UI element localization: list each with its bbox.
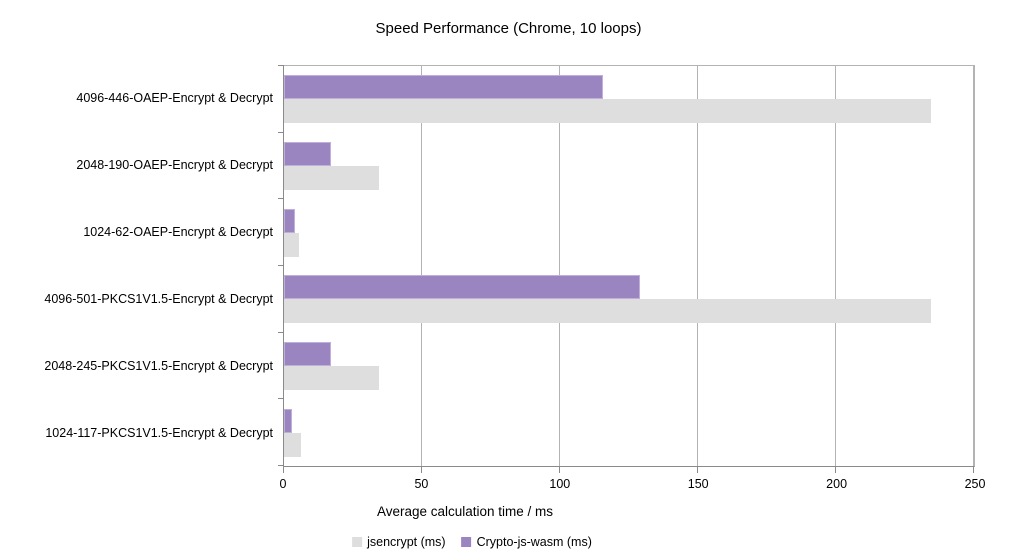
bar-group	[284, 199, 974, 266]
bar-crypto-js-wasm-ms	[284, 142, 331, 166]
x-axis-tick-labels: 0 50 100 150 200 250	[279, 477, 986, 493]
y-axis-label: 4096-501-PKCS1V1.5-Encrypt & Decrypt	[44, 292, 273, 307]
bar-jsencrypt-ms	[284, 99, 932, 124]
y-axis-label: 1024-62-OAEP-Encrypt & Decrypt	[83, 225, 273, 240]
legend-item: Crypto-js-wasm (ms)	[461, 535, 592, 549]
y-axis-label: 1024-117-PKCS1V1.5-Encrypt & Decrypt	[45, 426, 273, 441]
x-axis-tick-label: 150	[687, 477, 709, 491]
bar-crypto-js-wasm-ms	[284, 408, 293, 433]
x-axis-tick-label: 250	[964, 477, 986, 491]
y-axis-label: 4096-446-OAEP-Encrypt & Decrypt	[76, 91, 273, 106]
y-axis-tick	[278, 198, 284, 200]
x-axis-tick	[835, 467, 836, 473]
bar-jsencrypt-ms	[284, 299, 932, 324]
plot-area	[278, 65, 975, 473]
x-axis-tick	[283, 467, 284, 473]
legend-label: jsencrypt (ms)	[367, 535, 446, 549]
gridline	[559, 66, 560, 466]
bar-jsencrypt-ms	[284, 232, 300, 257]
bar-crypto-js-wasm-ms	[284, 342, 331, 367]
bar-group	[284, 266, 974, 333]
gridlines	[278, 65, 974, 473]
bar-jsencrypt-ms	[284, 432, 301, 457]
gridline	[421, 66, 422, 466]
bar-groups	[284, 66, 974, 466]
bar-jsencrypt-ms	[284, 166, 380, 190]
y-axis-tick	[278, 465, 284, 466]
bar-crypto-js-wasm-ms	[284, 208, 296, 233]
x-axis-tick	[973, 467, 974, 473]
gridline	[973, 66, 974, 466]
x-axis-tick	[697, 467, 698, 473]
bar-group	[284, 66, 974, 133]
y-axis-label: 2048-245-PKCS1V1.5-Encrypt & Decrypt	[44, 359, 273, 374]
legend-swatch	[352, 537, 363, 547]
bar-group	[284, 399, 974, 466]
y-axis-tick	[278, 65, 284, 66]
y-axis-labels: 4096-446-OAEP-Encrypt & Decrypt 2048-190-…	[0, 65, 278, 467]
bar-jsencrypt-ms	[284, 366, 380, 391]
gridline	[835, 66, 836, 466]
x-axis-tick-label: 50	[414, 477, 429, 491]
gridline	[697, 66, 698, 466]
x-axis-tick-label: 100	[549, 477, 571, 491]
legend-swatch	[461, 537, 472, 547]
bar-group	[284, 133, 974, 200]
bar-crypto-js-wasm-ms	[284, 275, 641, 300]
y-axis-label: 2048-190-OAEP-Encrypt & Decrypt	[76, 158, 273, 173]
x-axis-title: Average calculation time / ms	[376, 504, 554, 519]
bar-crypto-js-wasm-ms	[284, 75, 603, 100]
legend-label: Crypto-js-wasm (ms)	[476, 535, 592, 549]
legend-item: jsencrypt (ms)	[352, 535, 446, 549]
legend: jsencrypt (ms) Crypto-js-wasm (ms)	[352, 535, 592, 549]
y-axis-tick	[278, 398, 284, 400]
chart-title: Speed Performance (Chrome, 10 loops)	[375, 20, 642, 37]
y-axis-tick	[278, 131, 284, 133]
y-axis-tick	[278, 265, 284, 266]
x-axis-tick	[421, 467, 422, 473]
x-axis-tick-label: 0	[279, 477, 287, 491]
y-axis-tick	[278, 331, 284, 333]
bar-group	[284, 333, 974, 400]
x-axis-tick-label: 200	[826, 477, 848, 491]
x-axis-tick	[559, 467, 560, 473]
